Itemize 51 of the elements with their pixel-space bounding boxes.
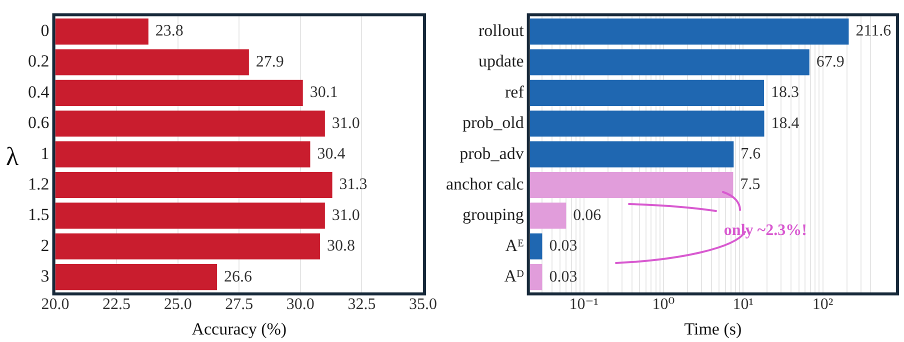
x-tick-label: 27.5 [225,296,254,314]
data-label: 31.0 [332,114,360,132]
y-tick-label: 1.2 [28,174,50,194]
data-label: 30.4 [317,146,346,163]
y-tick-label: 0.4 [28,82,50,102]
data-label: 23.8 [155,22,184,40]
y-axis-title: λ [6,142,19,172]
x-tick-label: 20.0 [41,296,70,314]
data-label: 211.6 [856,22,892,40]
y-tick-label: prob_old [462,113,524,132]
x-tick-label: 10² [812,296,834,314]
y-tick-label: rollout [478,21,524,40]
x-tick-label: 35.0 [409,296,437,314]
data-label: 26.6 [224,268,252,286]
y-tick-label: 0.6 [28,113,50,132]
y-tick-label: Aᴰ [504,266,525,286]
data-label: 27.9 [256,53,284,70]
y-tick-label: 1.5 [28,205,50,224]
data-label: 30.8 [327,238,356,255]
data-label: 31.0 [332,206,360,224]
data-label: 7.6 [740,146,761,163]
x-tick-label: 10⁰ [652,296,675,314]
data-label: 67.9 [816,53,844,70]
x-tick-label: 25.0 [164,296,192,314]
annotation: only ~2.3%! [724,222,807,240]
y-tick-label: 1 [40,144,50,163]
x-tick-label: 10⁻¹ [569,296,599,314]
data-label: 0.03 [549,238,578,255]
y-tick-label: ref [504,82,524,102]
x-tick-label: 30.0 [286,296,314,314]
y-tick-label: grouping [462,205,524,224]
x-tick-label: 32.5 [348,296,376,314]
data-label: 18.4 [771,114,800,132]
x-tick-label: 22.5 [102,296,131,314]
data-label: 18.3 [771,84,800,102]
y-tick-label: 2 [40,236,50,255]
x-axis-title: Time (s) [684,319,742,338]
data-label: 0.03 [549,268,578,286]
x-tick-label: 10¹ [732,296,754,314]
y-tick-label: anchor calc [446,174,524,194]
y-tick-label: 0.2 [28,52,50,71]
x-axis-title: Accuracy (%) [192,319,287,338]
y-tick-label: update [478,52,524,71]
data-label: 0.06 [573,206,602,224]
y-tick-label: 3 [40,266,50,286]
y-tick-label: Aᴱ [505,236,524,255]
data-label: 30.1 [310,84,338,102]
data-label: 7.5 [740,176,760,194]
data-label: 31.3 [339,176,368,194]
y-tick-label: prob_adv [460,144,524,163]
y-tick-label: 0 [40,21,50,40]
